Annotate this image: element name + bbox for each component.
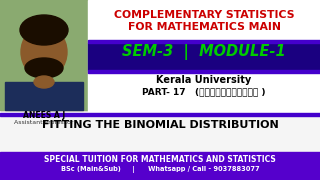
Bar xyxy=(0,152,320,180)
Bar xyxy=(0,116,320,152)
Ellipse shape xyxy=(21,26,67,78)
Text: PART- 17   (മലയാളത്തില് ): PART- 17 (മലയാളത്തില് ) xyxy=(142,87,266,96)
Bar xyxy=(0,113,320,116)
Ellipse shape xyxy=(34,76,54,88)
Bar xyxy=(88,40,320,42)
Text: FOR MATHEMATICS MAIN: FOR MATHEMATICS MAIN xyxy=(127,22,281,32)
Text: ANEES A J: ANEES A J xyxy=(23,111,65,120)
Bar xyxy=(5,82,83,110)
Text: Kerala University: Kerala University xyxy=(156,75,252,85)
Text: BSc (Main&Sub)     |      Whatsapp / Call - 9037883077: BSc (Main&Sub) | Whatsapp / Call - 90378… xyxy=(61,166,259,173)
Bar xyxy=(88,42,320,70)
Text: SPECIAL TUITION FOR MATHEMATICS AND STATISTICS: SPECIAL TUITION FOR MATHEMATICS AND STAT… xyxy=(44,155,276,164)
Text: FITTING THE BINOMIAL DISTRIBUTION: FITTING THE BINOMIAL DISTRIBUTION xyxy=(42,120,278,130)
Text: Assistant Professor: Assistant Professor xyxy=(14,120,74,125)
Text: SEM-3  |  MODULE-1: SEM-3 | MODULE-1 xyxy=(122,44,286,60)
Bar xyxy=(0,0,88,110)
Bar xyxy=(88,70,320,73)
Bar xyxy=(0,0,88,110)
Ellipse shape xyxy=(25,58,63,78)
Text: COMPLEMENTARY STATISTICS: COMPLEMENTARY STATISTICS xyxy=(114,10,294,20)
Bar xyxy=(88,0,320,114)
Ellipse shape xyxy=(20,15,68,45)
